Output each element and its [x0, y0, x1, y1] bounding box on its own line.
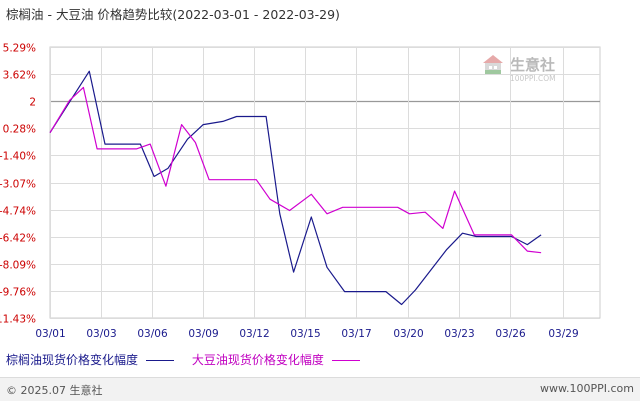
x-tick-label: 03/15 [290, 328, 320, 340]
x-tick-label: 03/09 [188, 328, 218, 340]
legend-label-soy: 大豆油现货价格变化幅度 [191, 353, 324, 367]
footer-bar: © 2025.07 生意社 www.100PPI.com [0, 377, 640, 401]
footer-copyright: © 2025.07 生意社 [6, 384, 103, 397]
watermark-logo: 生意社 100PPI.COM [483, 55, 556, 83]
y-tick-label: 2 [29, 97, 36, 109]
y-tick-label: -8.09% [0, 260, 36, 272]
x-tick-label: 03/26 [495, 328, 526, 340]
series-line-soy [49, 86, 542, 254]
y-tick-label: -11.43% [0, 314, 36, 326]
x-tick-label: 03/01 [35, 328, 65, 340]
y-tick-label: -9.76% [0, 287, 36, 299]
x-tick-label: 03/17 [341, 328, 371, 340]
y-tick-label: -6.42% [0, 233, 36, 245]
x-tick-label: 03/06 [137, 328, 168, 340]
y-tick-label: -3.07% [0, 179, 36, 191]
legend-item-palm: 棕榈油现货价格变化幅度 [6, 351, 175, 368]
y-tick-label: 3.62% [3, 70, 36, 82]
x-tick-label: 03/03 [86, 328, 116, 340]
y-tick-label: -1.40% [0, 151, 36, 163]
plot-frame [49, 46, 601, 319]
legend-swatch-soy [331, 360, 360, 361]
legend-swatch-palm [146, 360, 175, 361]
chart-legend: 棕榈油现货价格变化幅度 大豆油现货价格变化幅度 [6, 351, 374, 368]
x-tick-label: 03/29 [548, 328, 578, 340]
y-tick-label: 0.28% [3, 124, 36, 136]
x-tick-label: 03/20 [393, 328, 423, 340]
watermark-name: 生意社 [510, 56, 555, 74]
price-trend-chart: 生意社 100PPI.COM 5.29% 3.62% 2 0.28% -1.40% -3.… [0, 43, 601, 340]
x-tick-label: 03/12 [239, 328, 269, 340]
y-tick-label: -4.74% [0, 206, 36, 218]
series-line-palm [49, 70, 542, 306]
chart-title: 棕榈油 - 大豆油 价格趋势比较(2022-03-01 - 2022-03-29… [6, 7, 340, 22]
house-icon [483, 55, 503, 74]
legend-label-palm: 棕榈油现货价格变化幅度 [6, 353, 139, 367]
footer-site-link[interactable]: www.100PPI.com [540, 382, 634, 395]
watermark-url: 100PPI.COM [510, 74, 556, 83]
x-tick-label: 03/23 [444, 328, 474, 340]
y-tick-label: 5.29% [3, 43, 36, 55]
legend-item-soy: 大豆油现货价格变化幅度 [192, 351, 360, 368]
